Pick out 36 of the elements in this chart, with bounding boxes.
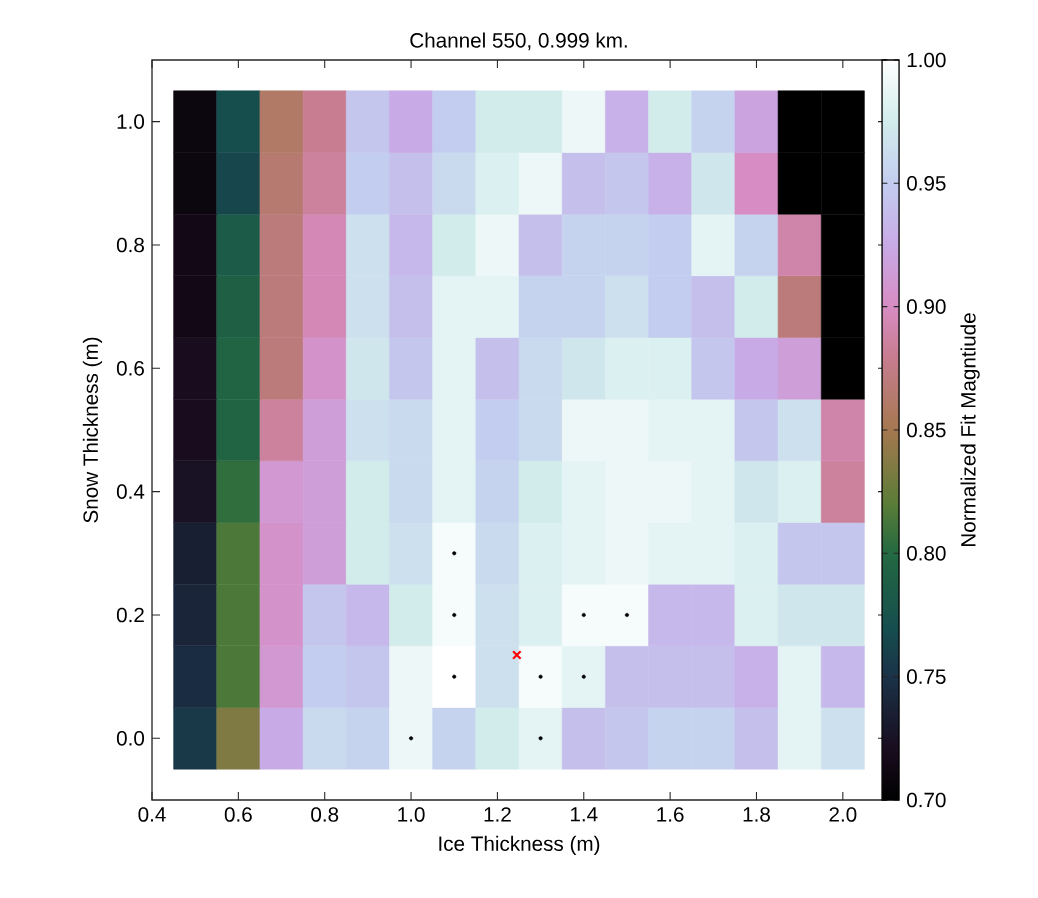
y-tick-label: 1.0 xyxy=(117,114,145,129)
color-bar-label: 0.85 xyxy=(907,422,946,438)
point xyxy=(581,674,586,679)
point xyxy=(452,612,457,617)
point xyxy=(409,736,414,741)
color-bar-label: 0.90 xyxy=(907,299,946,314)
point xyxy=(512,650,522,660)
color-bar-label: 0.75 xyxy=(907,669,946,684)
x-tick-label: 1.0 xyxy=(398,807,425,822)
point xyxy=(624,612,629,617)
x-tick-label: 0.4 xyxy=(138,807,166,822)
x-tick-label: 1.8 xyxy=(743,807,770,822)
x-tick-label: 0.8 xyxy=(311,807,339,822)
color-bar-title: Normalized Fit Magntiude xyxy=(960,313,980,547)
point xyxy=(452,674,457,679)
y-tick-label: 0.2 xyxy=(116,607,144,623)
y-tick-label: 0.8 xyxy=(116,237,144,253)
x-tick-label: 1.6 xyxy=(657,807,684,822)
y-tick-label: 0.0 xyxy=(116,731,145,746)
point xyxy=(538,674,543,679)
color-bar-label: 0.95 xyxy=(907,176,946,191)
x-tick-label: 0.6 xyxy=(224,807,252,822)
point xyxy=(452,551,457,556)
chart-title: Channel 550, 0.999 km. xyxy=(410,32,627,51)
color-bar-label: 1.00 xyxy=(907,52,946,68)
color-bar-label: 0.80 xyxy=(907,546,946,561)
color-bar-label: 0.70 xyxy=(907,792,946,808)
x-tick-label: 1.2 xyxy=(484,807,511,822)
x-tick-label: 2.0 xyxy=(829,807,857,822)
x-tick-label: 1.4 xyxy=(570,807,598,822)
point xyxy=(538,736,543,741)
y-tick-label: 0.6 xyxy=(116,361,144,376)
point xyxy=(581,612,586,617)
x-axis-title: Ice Thickness (m) xyxy=(439,835,600,856)
y-tick-label: 0.4 xyxy=(116,484,145,499)
y-axis-title: Snow Thickness (m) xyxy=(82,337,103,523)
